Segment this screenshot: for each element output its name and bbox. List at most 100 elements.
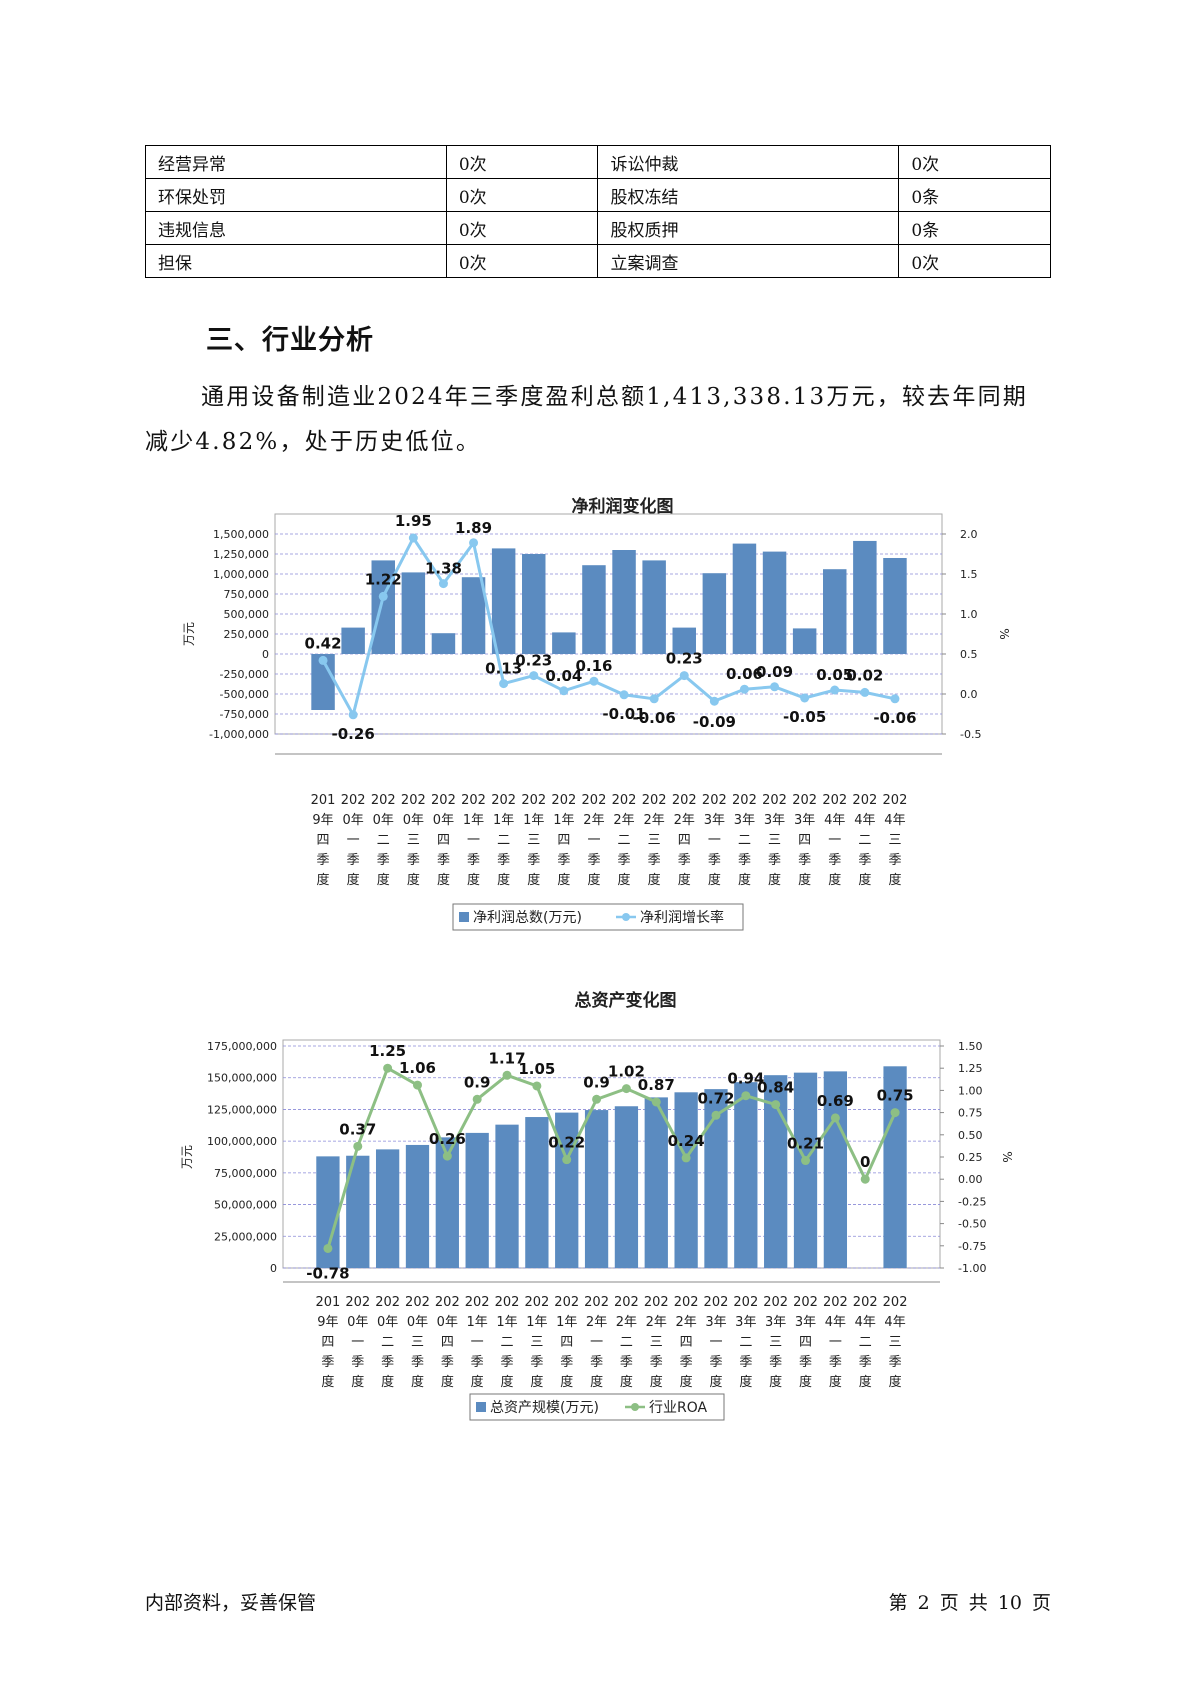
x-tick-label: 二 <box>497 833 510 848</box>
x-tick-label: 202 <box>823 1295 848 1310</box>
x-tick-label: 季 <box>618 853 631 868</box>
series-point <box>353 1141 363 1151</box>
legend-label: 总资产规模(万元) <box>490 1400 599 1416</box>
x-tick-label: 3年 <box>705 1315 726 1330</box>
x-tick-label: 度 <box>828 872 841 888</box>
x-tick-label: 度 <box>650 1374 663 1390</box>
x-tick-label: 四 <box>798 833 811 848</box>
risk-item-value: 0次 <box>445 244 599 278</box>
x-tick-label: 3年 <box>735 1315 756 1330</box>
x-tick-label: 二 <box>859 1335 872 1350</box>
x-tick-label: 202 <box>554 1295 579 1310</box>
x-tick-label: 度 <box>587 872 600 888</box>
x-tick-label: 2年 <box>646 1315 667 1330</box>
x-tick-label: 季 <box>709 1355 722 1370</box>
bar <box>792 628 817 654</box>
x-tick-label: 4年 <box>884 813 905 828</box>
x-tick-label: 度 <box>798 872 811 888</box>
series-point <box>890 694 900 704</box>
series-point <box>860 687 870 697</box>
legend-line-marker <box>622 913 630 921</box>
bar <box>764 1075 788 1268</box>
x-tick-label: 度 <box>441 1374 454 1390</box>
y-tick-label: 125,000,000 <box>207 1103 277 1116</box>
y2-tick-label: 1.0 <box>960 608 978 621</box>
y-tick-label: 0 <box>270 1262 277 1275</box>
x-tick-label: 三 <box>650 1335 663 1350</box>
x-tick-label: 四 <box>678 833 691 848</box>
series-point <box>502 1070 512 1080</box>
x-tick-label: 度 <box>709 1374 722 1390</box>
bar <box>405 1144 430 1268</box>
x-tick-label: 202 <box>375 1295 400 1310</box>
bar <box>883 558 907 654</box>
legend-bar-swatch <box>459 912 469 922</box>
series-point <box>442 1151 452 1161</box>
x-tick-label: 度 <box>377 872 390 888</box>
x-tick-label: 季 <box>678 853 691 868</box>
x-tick-label: 202 <box>822 793 847 808</box>
x-tick-label: 1年 <box>523 813 544 828</box>
x-tick-label: 季 <box>648 853 661 868</box>
bar <box>702 573 727 654</box>
industry-analysis-paragraph: 通用设备制造业2024年三季度盈利总额1,413,338.13万元，较去年同期减… <box>145 384 1028 455</box>
data-label: 0.05 <box>816 666 853 684</box>
x-tick-label: 3年 <box>704 813 725 828</box>
risk-table-row: 经营异常 0次 诉讼仲裁 0次 <box>145 145 1051 179</box>
x-tick-label: 3年 <box>764 813 785 828</box>
risk-item-label: 经营异常 <box>145 145 447 179</box>
risk-item-value: 0条 <box>898 211 1051 245</box>
x-tick-label: 季 <box>530 1355 543 1370</box>
x-tick-label: 一 <box>471 1335 484 1350</box>
x-tick-label: 一 <box>467 833 480 848</box>
x-tick-label: 度 <box>678 872 691 888</box>
x-tick-label: 季 <box>799 1355 812 1370</box>
y-tick-label: 0 <box>262 648 269 661</box>
x-tick-label: 季 <box>828 853 841 868</box>
x-tick-label: 一 <box>829 1335 842 1350</box>
series-point <box>681 1153 691 1163</box>
x-tick-label: 度 <box>501 1374 514 1390</box>
series-line <box>326 1066 897 1249</box>
legend-label: 净利润总数(万元) <box>473 910 582 926</box>
x-tick-label: 三 <box>889 1335 902 1350</box>
bar <box>465 1132 489 1268</box>
legend <box>469 1393 725 1421</box>
x-tick-label: 季 <box>381 1355 394 1370</box>
bar <box>375 1149 400 1268</box>
x-tick-label: 一 <box>708 833 721 848</box>
x-tick-label: 202 <box>582 793 607 808</box>
data-label: 1.05 <box>518 1060 555 1078</box>
data-label: -0.26 <box>332 725 375 743</box>
x-tick-label: 度 <box>618 872 631 888</box>
x-tick-label: 0年 <box>373 813 394 828</box>
series-point <box>830 1113 840 1123</box>
x-tick-label: 季 <box>347 853 360 868</box>
data-label: 0.23 <box>666 650 703 668</box>
data-label: 1.02 <box>608 1063 645 1081</box>
bar <box>823 1071 848 1268</box>
x-tick-label: 度 <box>858 872 871 888</box>
legend-bar-swatch <box>476 1402 486 1412</box>
x-tick-label: 一 <box>709 1335 722 1350</box>
x-tick-label: 二 <box>618 833 631 848</box>
series-point <box>741 1091 751 1101</box>
x-tick-label: 202 <box>405 1295 430 1310</box>
y2-tick-label: 0.50 <box>958 1129 983 1142</box>
legend-line-marker <box>631 1403 639 1411</box>
x-tick-label: 202 <box>341 793 366 808</box>
x-tick-label: 度 <box>708 872 721 888</box>
series-point <box>438 579 448 589</box>
y-tick-label: 100,000,000 <box>207 1135 277 1148</box>
footer-page-number: 第 2 页 共 10 页 <box>888 1592 1051 1614</box>
x-tick-label: 季 <box>441 1355 454 1370</box>
x-tick-label: 四 <box>321 1335 334 1350</box>
x-tick-label: 2年 <box>644 813 665 828</box>
risk-item-value: 0次 <box>445 145 599 179</box>
x-tick-label: 4年 <box>855 1315 876 1330</box>
x-tick-label: 季 <box>888 853 901 868</box>
data-label: 0.94 <box>727 1070 764 1088</box>
x-tick-label: 202 <box>614 1295 639 1310</box>
data-label: 0.37 <box>339 1120 376 1138</box>
x-tick-label: 0年 <box>403 813 424 828</box>
